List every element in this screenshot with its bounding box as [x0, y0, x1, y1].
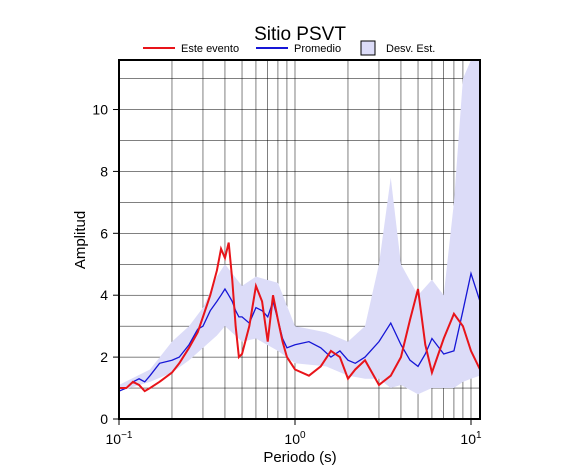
x-tick-label-base: 10	[284, 431, 300, 447]
x-tick-label-exponent: 1	[476, 430, 482, 441]
y-tick-label: 6	[100, 225, 108, 241]
y-tick-label: 4	[100, 287, 108, 303]
x-tick-label: 10−1	[106, 430, 133, 447]
x-tick-label: 101	[460, 430, 482, 447]
legend-label: Este evento	[181, 43, 239, 55]
legend-label: Desv. Est.	[386, 43, 435, 55]
y-tick-label: 2	[100, 349, 108, 365]
y-tick-label: 0	[100, 411, 108, 427]
plot-area	[119, 60, 480, 395]
series-line	[119, 271, 480, 392]
x-tick-label-exponent: 0	[300, 430, 306, 441]
x-tick-label-base: 10	[460, 431, 476, 447]
x-axis-label: Periodo (s)	[263, 449, 336, 466]
x-tick-label: 100	[284, 430, 306, 447]
y-axis-label: Amplitud	[72, 211, 89, 269]
plot-frame	[118, 59, 481, 420]
x-tick-label-base: 10	[106, 431, 122, 447]
series-line	[119, 242, 480, 393]
x-tick-label-exponent: −1	[121, 430, 133, 441]
legend-label: Promedio	[294, 43, 341, 55]
y-tick-label: 10	[92, 102, 108, 118]
std-band	[119, 60, 480, 395]
chart-title: Sitio PSVT	[254, 24, 346, 45]
legend-swatch	[360, 40, 376, 56]
y-tick-label: 8	[100, 163, 108, 179]
